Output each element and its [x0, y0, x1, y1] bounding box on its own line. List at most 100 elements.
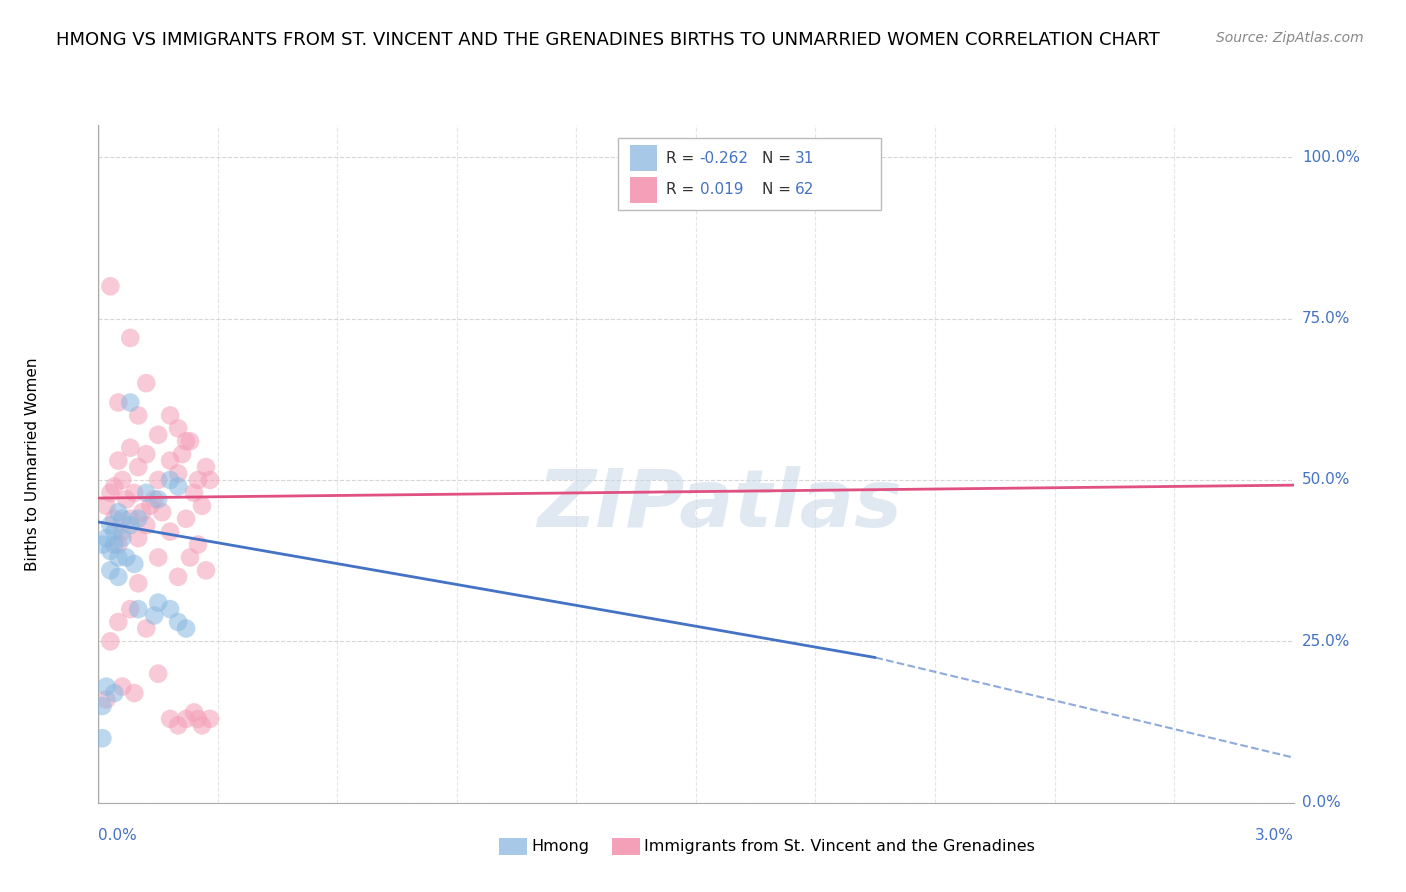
Point: [98, 544, 122, 558]
Point: [174, 512, 197, 526]
Point: [143, 492, 166, 507]
Point: [107, 505, 129, 519]
Point: [167, 479, 190, 493]
Point: [187, 712, 209, 726]
Point: [111, 680, 134, 694]
Point: [187, 473, 209, 487]
Text: 0.0%: 0.0%: [1302, 796, 1340, 810]
Point: [174, 622, 197, 636]
Point: [191, 499, 214, 513]
Point: [120, 441, 142, 455]
Text: 62: 62: [796, 182, 814, 197]
FancyBboxPatch shape: [619, 138, 882, 210]
Point: [96, 692, 118, 706]
Text: 0.019: 0.019: [700, 182, 742, 197]
Point: [127, 460, 149, 475]
Text: Hmong: Hmong: [531, 839, 589, 854]
Point: [91, 537, 114, 551]
Text: Source: ZipAtlas.com: Source: ZipAtlas.com: [1216, 31, 1364, 45]
Point: [98, 634, 122, 648]
Point: [120, 602, 142, 616]
Text: N =: N =: [762, 151, 796, 166]
Point: [107, 550, 129, 565]
Text: ZIPatlas: ZIPatlas: [537, 466, 903, 543]
Point: [148, 427, 170, 442]
Point: [194, 563, 218, 577]
Point: [96, 499, 118, 513]
Point: [167, 570, 190, 584]
Text: R =: R =: [666, 182, 699, 197]
Point: [103, 524, 125, 539]
Point: [120, 395, 142, 409]
Point: [120, 518, 142, 533]
Point: [183, 706, 205, 720]
Point: [167, 421, 190, 435]
Point: [115, 492, 138, 507]
Point: [198, 473, 221, 487]
Point: [124, 557, 146, 571]
Point: [150, 505, 173, 519]
Point: [91, 731, 114, 746]
Text: 75.0%: 75.0%: [1302, 311, 1350, 326]
Text: 0.0%: 0.0%: [98, 828, 138, 843]
Bar: [630, 177, 657, 202]
Point: [159, 524, 181, 539]
Point: [148, 492, 170, 507]
Point: [148, 666, 170, 681]
Point: [103, 537, 125, 551]
Point: [107, 615, 129, 629]
Text: R =: R =: [666, 151, 699, 166]
Point: [111, 531, 134, 545]
Point: [127, 602, 149, 616]
Text: 50.0%: 50.0%: [1302, 473, 1350, 488]
Text: 100.0%: 100.0%: [1302, 150, 1360, 165]
Point: [98, 486, 122, 500]
Point: [135, 518, 157, 533]
Point: [111, 512, 134, 526]
Point: [174, 434, 197, 449]
Point: [127, 512, 149, 526]
Point: [135, 486, 157, 500]
Point: [107, 453, 129, 467]
Point: [159, 453, 181, 467]
Point: [127, 409, 149, 423]
Point: [183, 486, 205, 500]
Point: [194, 460, 218, 475]
Point: [135, 447, 157, 461]
Point: [111, 524, 134, 539]
Point: [167, 718, 190, 732]
Text: HMONG VS IMMIGRANTS FROM ST. VINCENT AND THE GRENADINES BIRTHS TO UNMARRIED WOME: HMONG VS IMMIGRANTS FROM ST. VINCENT AND…: [56, 31, 1160, 49]
Point: [98, 279, 122, 293]
Point: [127, 576, 149, 591]
Point: [148, 473, 170, 487]
Point: [131, 505, 153, 519]
Point: [107, 395, 129, 409]
Point: [167, 615, 190, 629]
Point: [96, 531, 118, 545]
Point: [167, 467, 190, 481]
Point: [124, 686, 146, 700]
Point: [103, 512, 125, 526]
Point: [187, 537, 209, 551]
Point: [148, 596, 170, 610]
Point: [172, 447, 194, 461]
Point: [198, 712, 221, 726]
Text: Births to Unmarried Women: Births to Unmarried Women: [25, 357, 41, 571]
Point: [139, 499, 162, 513]
Text: Immigrants from St. Vincent and the Grenadines: Immigrants from St. Vincent and the Gren…: [644, 839, 1035, 854]
Point: [191, 718, 214, 732]
Point: [115, 550, 138, 565]
Point: [120, 512, 142, 526]
Point: [107, 537, 129, 551]
Point: [103, 686, 125, 700]
Point: [159, 602, 181, 616]
Point: [120, 331, 142, 345]
Point: [143, 608, 166, 623]
Point: [107, 570, 129, 584]
Point: [91, 698, 114, 713]
Point: [179, 434, 201, 449]
Point: [103, 479, 125, 493]
Bar: [630, 145, 657, 171]
Point: [98, 563, 122, 577]
Point: [148, 550, 170, 565]
